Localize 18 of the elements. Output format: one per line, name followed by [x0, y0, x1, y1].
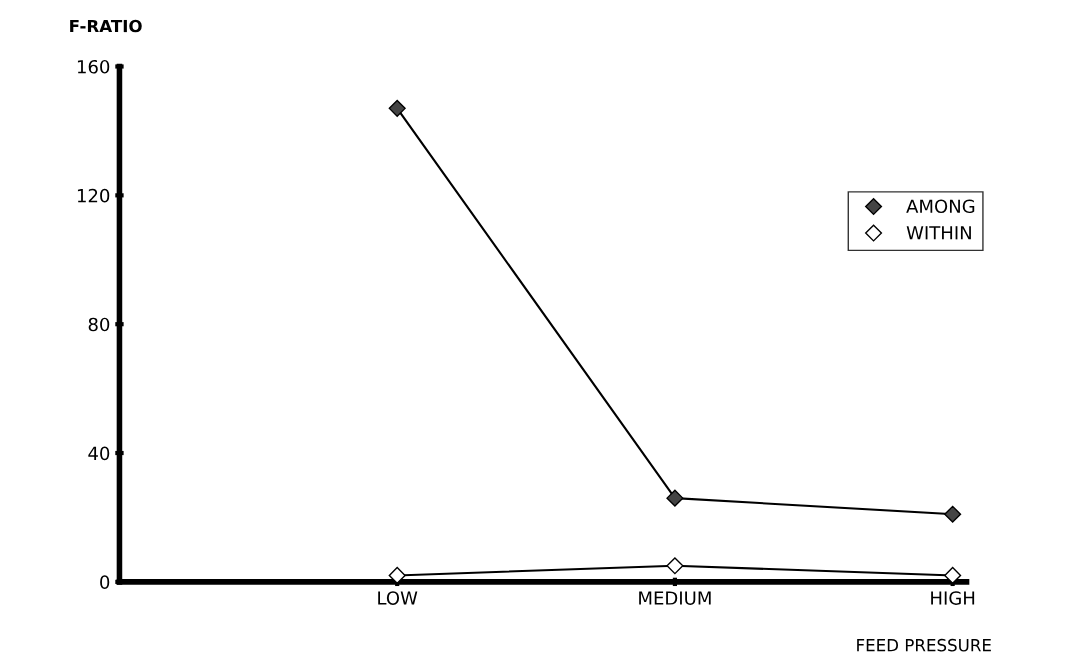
x-tick-label: LOW: [378, 591, 418, 605]
legend-label: AMONG: [906, 199, 975, 214]
y-axis-title: F-RATIO: [70, 19, 142, 33]
legend-label: WITHIN: [906, 226, 971, 240]
y-tick-label: 0: [100, 575, 110, 589]
y-tick-label: 40: [88, 446, 110, 461]
point: [666, 557, 684, 575]
point: [944, 566, 962, 584]
point: [944, 505, 962, 523]
point: [666, 489, 684, 507]
y-tick-label: 120: [77, 188, 110, 203]
y-tick-label: 80: [88, 317, 110, 332]
point: [388, 566, 406, 584]
x-axis-title: FEED PRESSURE: [857, 638, 991, 652]
y-tick-label: 160: [77, 59, 110, 74]
x-tick-label: MEDIUM: [639, 591, 711, 605]
point: [388, 99, 406, 117]
x-tick-label: HIGH: [931, 591, 975, 605]
